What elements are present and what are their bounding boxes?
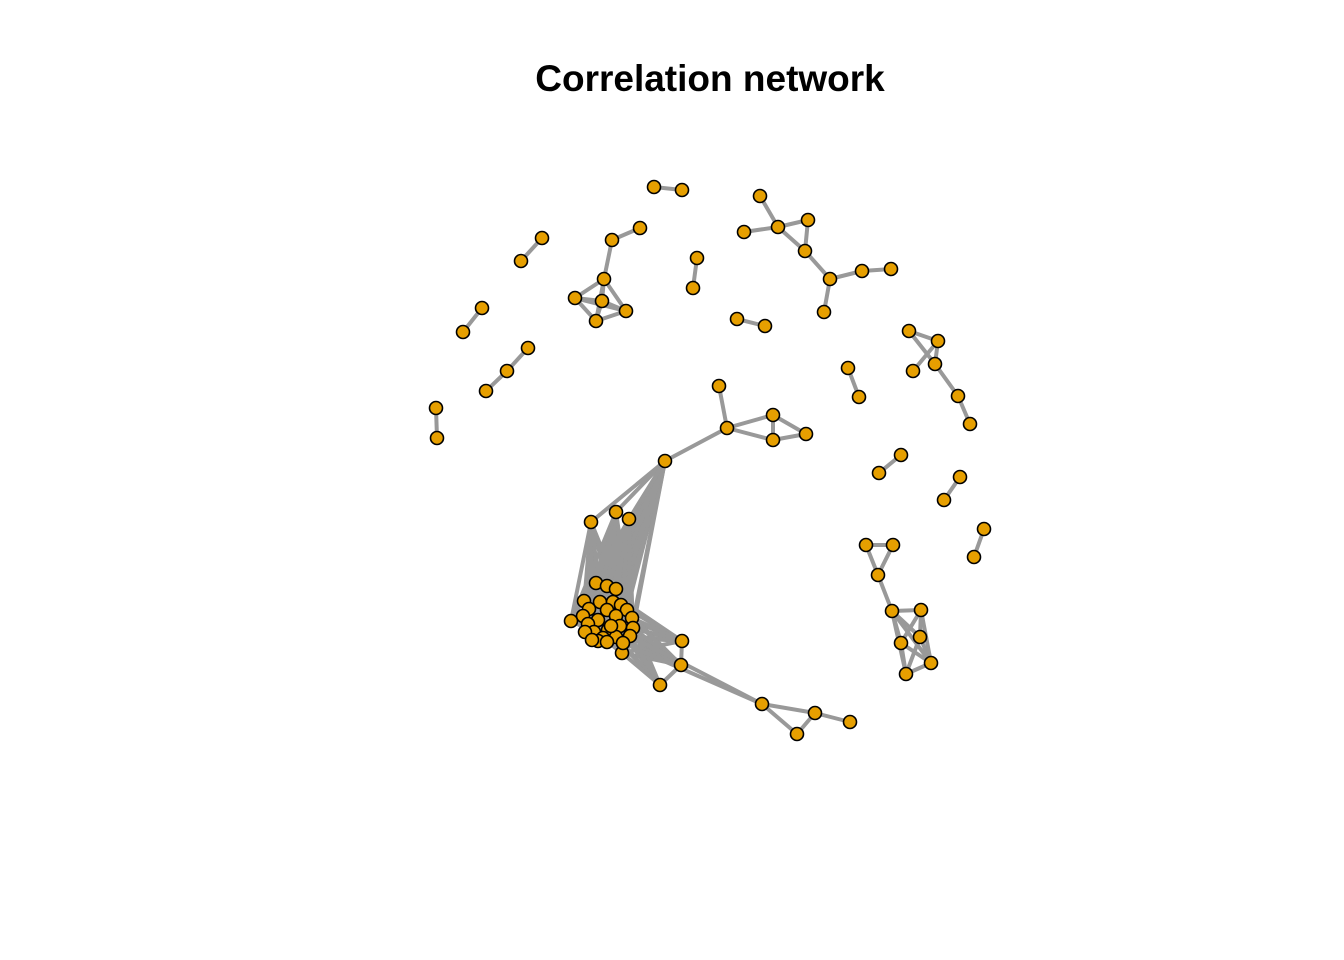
node: [520, 340, 536, 356]
node: [898, 666, 914, 682]
node: [429, 430, 445, 446]
node: [822, 271, 838, 287]
node: [604, 232, 620, 248]
node: [807, 705, 823, 721]
node: [674, 633, 690, 649]
node: [765, 432, 781, 448]
node: [952, 469, 968, 485]
edge: [725, 426, 775, 442]
node: [854, 263, 870, 279]
node: [870, 567, 886, 583]
node: [930, 333, 946, 349]
node: [851, 389, 867, 405]
node: [757, 318, 773, 334]
node: [901, 323, 917, 339]
edge: [628, 634, 662, 687]
edge: [628, 459, 667, 638]
node: [893, 635, 909, 651]
node: [685, 280, 701, 296]
node: [765, 407, 781, 423]
node: [499, 363, 515, 379]
node: [689, 250, 705, 266]
node: [912, 629, 928, 645]
node: [885, 537, 901, 553]
node: [657, 453, 673, 469]
node: [588, 313, 604, 329]
edge: [620, 651, 662, 687]
node: [455, 324, 471, 340]
node: [618, 303, 634, 319]
node: [883, 261, 899, 277]
node: [893, 447, 909, 463]
edge: [663, 426, 729, 463]
node: [884, 603, 900, 619]
node: [513, 253, 529, 269]
edge: [760, 702, 817, 715]
node: [976, 521, 992, 537]
edge: [569, 520, 593, 623]
node: [770, 219, 786, 235]
node: [752, 188, 768, 204]
node: [798, 426, 814, 442]
chart-title: Correlation network: [535, 58, 885, 99]
node: [754, 696, 770, 712]
node: [673, 657, 689, 673]
node: [652, 677, 668, 693]
node: [563, 613, 579, 629]
node: [621, 511, 637, 527]
node: [871, 465, 887, 481]
node: [858, 537, 874, 553]
node: [927, 356, 943, 372]
node: [534, 230, 550, 246]
node: [646, 179, 662, 195]
node: [923, 655, 939, 671]
node: [594, 293, 610, 309]
node: [615, 635, 631, 651]
node: [567, 290, 583, 306]
node: [800, 212, 816, 228]
node: [736, 224, 752, 240]
node: [840, 360, 856, 376]
node: [966, 549, 982, 565]
edge: [760, 702, 799, 736]
edge: [725, 413, 775, 430]
node: [478, 383, 494, 399]
node: [950, 388, 966, 404]
node: [842, 714, 858, 730]
edge: [890, 609, 933, 665]
node: [797, 243, 813, 259]
nodes: [428, 179, 992, 742]
node: [474, 300, 490, 316]
node: [719, 420, 735, 436]
node: [674, 182, 690, 198]
edge: [627, 459, 667, 521]
node: [596, 271, 612, 287]
node: [632, 220, 648, 236]
node: [584, 632, 600, 648]
node: [608, 504, 624, 520]
node: [913, 602, 929, 618]
node: [599, 634, 615, 650]
node: [789, 726, 805, 742]
node: [962, 416, 978, 432]
node: [816, 304, 832, 320]
node: [905, 363, 921, 379]
node: [583, 514, 599, 530]
node: [729, 311, 745, 327]
node: [603, 618, 619, 634]
node: [428, 400, 444, 416]
node: [711, 378, 727, 394]
node: [936, 492, 952, 508]
node: [608, 581, 624, 597]
edge: [621, 641, 764, 706]
edge: [614, 459, 667, 514]
